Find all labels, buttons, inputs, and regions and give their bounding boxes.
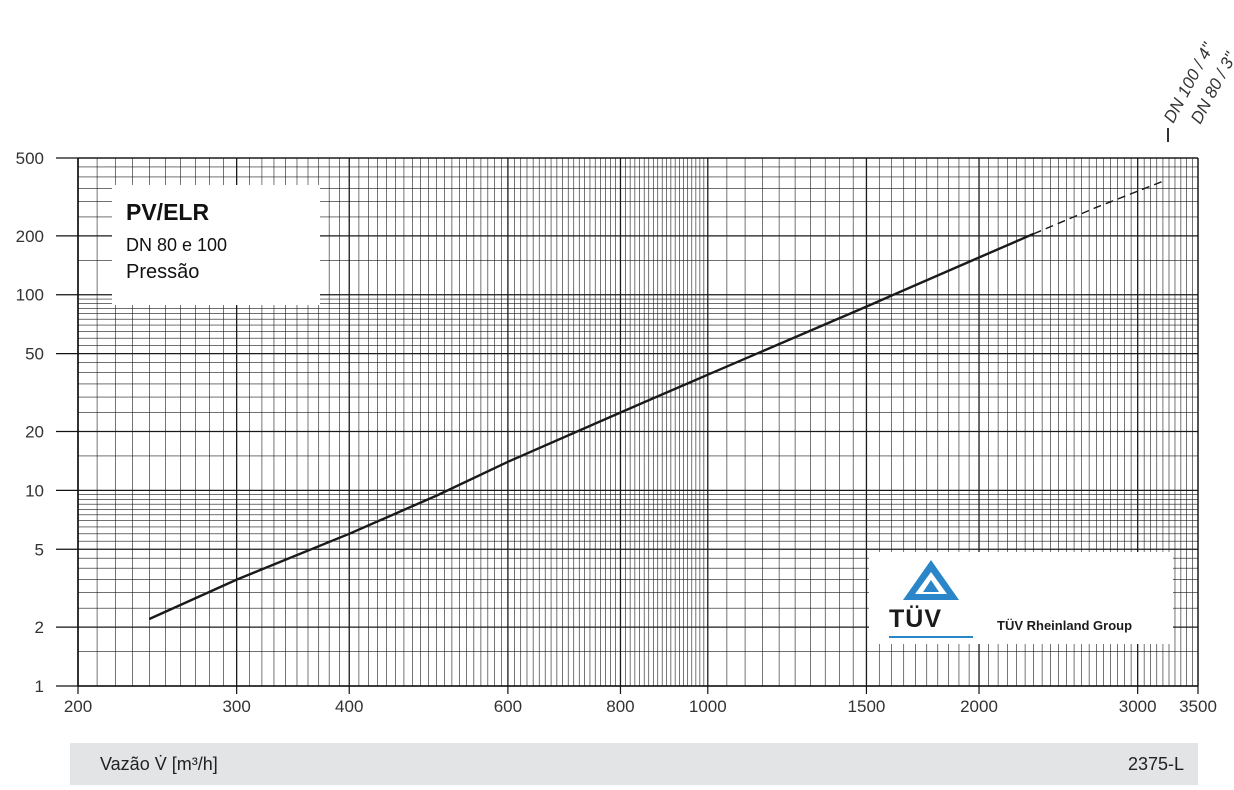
tuv-logo-underline	[889, 636, 973, 638]
y-tick-label: 20	[25, 422, 44, 441]
chart-subtitle-type: Pressão	[126, 261, 200, 283]
data-series	[148, 180, 1164, 621]
y-tick-label: 10	[25, 481, 44, 500]
x-tick-label: 1500	[848, 697, 886, 716]
y-tick-label: 2	[35, 618, 44, 637]
tick-labels: 200 300 400 600 800 1000 1500 2000 3000 3500 1 2 5 10…	[16, 149, 1217, 716]
series-label-tick	[1167, 128, 1169, 142]
y-tick-label: 500	[16, 149, 44, 168]
series-line-0	[148, 232, 1035, 621]
tuv-logo-box: TÜV TÜV Rheinland Group	[869, 552, 1173, 644]
chart-subtitle-size: DN 80 e 100	[126, 235, 228, 255]
y-tick-label: 1	[35, 677, 44, 696]
y-tick-label: 5	[35, 540, 44, 559]
tuv-triangle-icon	[903, 560, 959, 600]
tuv-logo-text: TÜV	[889, 605, 942, 633]
y-tick-label: 50	[25, 345, 44, 364]
chart-code: 2375-L	[1127, 754, 1184, 774]
x-tick-label: 3000	[1119, 697, 1157, 716]
y-tick-label: 100	[16, 286, 44, 305]
x-tick-label: 1000	[689, 697, 727, 716]
x-tick-label: 600	[494, 697, 522, 716]
x-tick-label: 400	[335, 697, 363, 716]
series-line-1	[1033, 180, 1164, 235]
x-tick-label: 3500	[1179, 697, 1217, 716]
footer-bar: Vazão V̇ [m³/h] 2375-L	[70, 743, 1198, 785]
x-tick-label: 200	[64, 697, 92, 716]
chart-title: PV/ELR	[126, 199, 210, 225]
x-axis-title: Vazão V̇ [m³/h]	[100, 754, 218, 774]
axes	[77, 157, 1199, 687]
tuv-group-text: TÜV Rheinland Group	[997, 618, 1133, 633]
x-tick-label: 800	[606, 697, 634, 716]
x-tick-label: 300	[222, 697, 250, 716]
x-tick-label: 2000	[960, 697, 998, 716]
y-tick-label: 200	[16, 227, 44, 246]
chart-title-box: PV/ELR DN 80 e 100 Pressão	[112, 185, 320, 305]
